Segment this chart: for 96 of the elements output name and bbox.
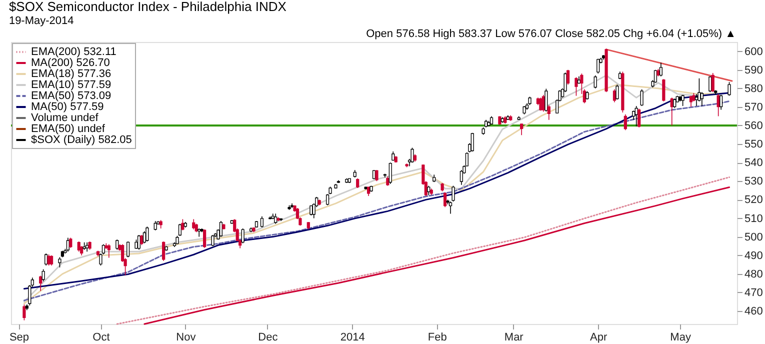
candlestick — [711, 72, 714, 92]
candlestick — [720, 94, 723, 110]
candlestick — [640, 88, 644, 106]
legend-label: MA(50) 577.59 — [31, 101, 104, 113]
y-tick-label: 570 — [744, 101, 763, 114]
candlestick — [162, 241, 166, 262]
legend-label: EMA(50) 573.09 — [31, 90, 112, 102]
candlestick — [427, 185, 430, 196]
candlestick — [544, 88, 548, 112]
candlestick — [80, 246, 84, 256]
candlestick — [241, 228, 244, 244]
x-tick-label: Nov — [176, 332, 196, 344]
y-tick-label: 600 — [744, 46, 763, 58]
candlestick — [708, 76, 712, 92]
candlestick — [547, 104, 550, 120]
candlestick — [681, 94, 684, 106]
y-tick-label: 550 — [744, 138, 763, 151]
candlestick — [698, 78, 701, 102]
candlestick — [356, 178, 360, 188]
candlestick — [219, 220, 223, 238]
candlestick — [624, 114, 627, 131]
candlestick — [659, 62, 662, 77]
x-tick-label: Feb — [428, 332, 447, 344]
legend-label: Volume undef — [31, 112, 100, 124]
candlestick — [566, 69, 570, 86]
candlestick — [140, 234, 144, 246]
candlestick — [460, 170, 463, 186]
y-tick-label: 560 — [744, 120, 763, 132]
y-tick-label: 530 — [744, 176, 763, 188]
candlestick — [594, 74, 597, 89]
candlestick — [673, 98, 676, 108]
x-tick-label: Mar — [504, 332, 524, 344]
candlestick — [520, 123, 524, 136]
candlestick — [452, 185, 455, 202]
x-tick-label: Dec — [258, 332, 278, 344]
candlestick — [146, 226, 149, 242]
candlestick — [662, 78, 666, 102]
candlestick — [116, 239, 119, 250]
y-tick-label: 470 — [744, 286, 763, 299]
candlestick — [274, 213, 278, 224]
legend-label: EMA(18) 577.36 — [31, 68, 112, 80]
y-tick-label: 590 — [744, 64, 763, 76]
candlestick — [638, 108, 641, 128]
y-tick-label: 520 — [744, 194, 763, 206]
legend-label: $SOX (Daily) 582.05 — [31, 134, 132, 146]
chart-title: $SOX Semiconductor Index - Philadelphia INDX — [8, 0, 287, 14]
candlestick — [69, 237, 72, 248]
candlestick — [134, 239, 138, 250]
x-tick-label: 2014 — [340, 332, 365, 344]
candlestick — [654, 69, 658, 84]
legend-label: EMA(10) 577.59 — [31, 79, 112, 91]
candlestick — [375, 170, 378, 182]
candlestick — [410, 147, 414, 163]
legend-label: MA(200) 526.70 — [31, 57, 110, 69]
y-tick-label: 580 — [744, 82, 763, 95]
candlestick — [260, 216, 264, 228]
candlestick — [574, 76, 578, 96]
y-tick-label: 510 — [744, 212, 763, 225]
y-tick-label: 500 — [744, 231, 763, 244]
candlestick — [728, 82, 731, 96]
candlestick — [596, 58, 600, 74]
candlestick — [107, 244, 110, 258]
candlestick — [444, 192, 447, 208]
x-tick-label: Sep — [9, 332, 30, 344]
text: Open 576.58 High 583.37 Low 576.07 Close 582.05 Chg +6.04 (+1.05%) ▲ — [366, 28, 736, 40]
candlestick — [50, 254, 54, 266]
x-tick-label: Apr — [590, 332, 608, 344]
y-tick-label: 490 — [744, 250, 763, 262]
candlestick — [42, 268, 45, 282]
candlestick — [39, 275, 42, 292]
candlestick — [58, 256, 62, 268]
chart-subtitle: 19-May-2014 — [8, 15, 74, 27]
candlestick — [66, 237, 70, 252]
candlestick — [77, 241, 80, 252]
legend-label: EMA(200) 532.11 — [31, 46, 116, 58]
candlestick — [203, 228, 206, 248]
candlestick — [388, 162, 392, 184]
legend-label: EMA(50) undef — [31, 123, 106, 135]
y-tick-label: 460 — [744, 306, 763, 318]
candlestick — [700, 92, 704, 106]
candlestick — [181, 218, 184, 231]
candlestick — [22, 304, 26, 321]
candlestick — [154, 220, 157, 231]
candlestick — [539, 97, 542, 112]
candlestick — [192, 218, 196, 230]
candlestick — [386, 176, 390, 186]
candlestick — [86, 242, 89, 252]
y-tick-label: 480 — [744, 268, 763, 280]
candlestick — [470, 132, 474, 152]
y-tick-label: 540 — [744, 157, 763, 170]
candlestick — [616, 84, 619, 100]
candlestick — [47, 254, 50, 266]
candlestick — [126, 241, 130, 258]
x-tick-label: Oct — [92, 332, 110, 344]
x-tick-label: May — [670, 332, 692, 344]
candlestick — [211, 234, 214, 246]
